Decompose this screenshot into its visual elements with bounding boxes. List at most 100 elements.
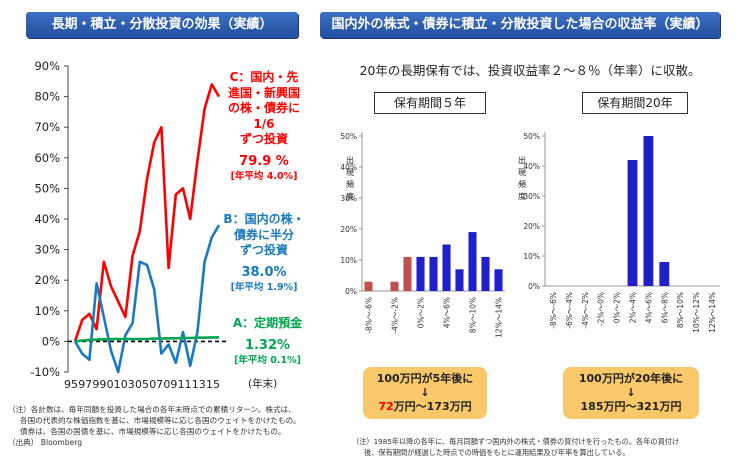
y-tick-label: 10% — [34, 304, 60, 318]
x-tick-label: 0%〜2% — [613, 292, 622, 323]
result-box-5y-low: 72 — [378, 400, 394, 413]
y-tick-label: 70% — [34, 120, 60, 134]
annotation-c: C：国内・先 進国・新興国 の株・債券に 1/6 ずつ投資 79.9 % [年平… — [214, 70, 314, 185]
x-tick-label: 03 — [121, 378, 135, 391]
y-tick-label: 20% — [34, 273, 60, 287]
y-tick-label: 80% — [34, 90, 60, 104]
histogram-bar — [390, 281, 399, 291]
x-tick-label: -4%〜-2% — [391, 297, 400, 334]
y-tick-label: 0% — [528, 282, 540, 291]
annotation-b-line3: ずつ投資 — [239, 243, 288, 257]
x-tick-label: 8%〜10% — [676, 292, 685, 328]
result-box-5y-range: 72万円～173万円 — [363, 400, 487, 414]
annotation-c-line2: 進国・新興国 — [227, 85, 300, 100]
histogram-bar — [416, 256, 425, 291]
notes-right: （注）1985年以降の各年に、毎月同額ずつ国内外の株式・債券の買付けを行ったもの… — [352, 436, 742, 458]
x-tick-label: 4%〜6% — [644, 292, 653, 323]
series-line-red — [73, 83, 221, 342]
right-subtitle: 20年の長期保有では、投資収益率２～８％（年率）に収散。 — [359, 63, 701, 78]
histogram-bar — [627, 160, 638, 286]
note-right-2: 後、保有期間が経過した時点での時価をもとに運用結果及び年率を算出している。 — [364, 448, 630, 457]
histogram-bar — [364, 281, 373, 291]
y-tick-label: 30% — [340, 194, 357, 203]
result-box-20y-range: 185万円～321万円 — [580, 400, 682, 413]
hist5-ylabel: 出現頻度 — [346, 156, 354, 201]
x-tick-label: 12%〜14% — [708, 292, 717, 333]
annotation-a-line1: A：定期預金 — [232, 316, 303, 330]
x-tick-label: 09 — [163, 378, 177, 391]
x-tick-label: 10%〜12% — [692, 292, 701, 333]
x-tick-label: 97 — [78, 378, 92, 391]
hist5-x-ticks: -8%〜-6% -4%〜-2% 0%〜2% 4%〜6% 8%〜10% 12%〜14% — [365, 297, 504, 338]
hist20-x-ticks: -8%〜-6% -6%〜-4% -4%〜-2% -2%〜0% 0%〜2% 2%〜4% 4%〜… — [549, 292, 717, 333]
note-left-1: （注）各計数は、毎年同額を投資した場合の各年末時点での累積リターン。株式は、 — [8, 405, 296, 414]
histogram-bar — [429, 256, 438, 291]
histogram-bar — [403, 256, 412, 291]
annotation-b: B：国内の株・ 債券に半分 ずつ投資 38.0% [年平均 1.9%] — [214, 212, 314, 296]
x-unit-label: (年末) — [248, 378, 278, 390]
x-tick-label: 15 — [206, 378, 220, 391]
histogram-bar — [468, 232, 477, 291]
y-tick-label: 90% — [34, 59, 60, 73]
y-tick-label: 10% — [340, 256, 357, 265]
annotation-c-line5: ずつ投資 — [239, 132, 288, 146]
y-tick-label: 40% — [523, 162, 540, 171]
annotation-a-pct: 1.32% — [244, 337, 291, 353]
y-tick-label: 30% — [34, 243, 60, 257]
y-tick-label: 30% — [523, 192, 540, 201]
annotation-c-line4: 1/6 — [253, 116, 275, 131]
line-chart-series — [73, 83, 221, 374]
x-tick-label: 99 — [92, 378, 106, 391]
x-tick-label: 05 — [135, 378, 149, 391]
hist5-chart: 0% 10% 20% 30% 40% 50% -8%〜-6% -4%〜-2% 0%〜2% 4%〜… — [340, 132, 505, 338]
annotation-a: A：定期預金 1.32% [年平均 0.1%] — [220, 316, 315, 369]
result-box-5y-arrow: ↓ — [420, 386, 430, 399]
x-tick-label: -6%〜-4% — [565, 292, 574, 329]
histogram-bar — [494, 269, 503, 291]
line-chart-x-ticks: 95 97 99 01 03 05 07 09 11 13 15 — [64, 378, 220, 391]
x-tick-label: 01 — [107, 378, 121, 391]
x-tick-label: 2%〜4% — [629, 292, 638, 323]
hist20-ylabel: 出現頻度 — [518, 156, 526, 201]
hist5-y-ticks: 0% 10% 20% 30% 40% 50% — [340, 132, 362, 296]
x-tick-label: 95 — [64, 378, 78, 391]
y-tick-label: 40% — [340, 163, 357, 172]
notes-left: （注）各計数は、毎年同額を投資した場合の各年末時点での累積リターン。株式は、 各… — [8, 404, 353, 448]
y-tick-label: -10% — [30, 365, 60, 379]
hist20-bars — [627, 136, 670, 286]
annotation-b-annual: [年平均 1.9%] — [230, 282, 298, 293]
hist20-title: 保有期間20年 — [582, 92, 688, 114]
y-tick-label: 50% — [340, 132, 357, 141]
annotation-b-line1: B：国内の株・ — [223, 212, 305, 226]
y-tick-label: 10% — [523, 252, 540, 261]
histogram-bar — [455, 269, 464, 291]
annotation-c-pct: 79.9 % — [239, 153, 289, 169]
x-tick-label: 07 — [149, 378, 163, 391]
result-box-5y-line1: 100万円が5年後に — [376, 372, 474, 385]
x-tick-label: -4%〜-2% — [581, 292, 590, 329]
annotation-b-line2: 債券に半分 — [233, 227, 294, 242]
hist5-bars — [364, 232, 503, 291]
result-box-5y-rest: 万円～173万円 — [393, 400, 472, 413]
x-tick-label: 6%〜8% — [660, 292, 669, 323]
line-chart-y-ticks: -10% 0% 10% 20% 30% 40% 50% 60% 70% 80% 90% — [30, 59, 68, 379]
hist20-chart: 0% 10% 20% 30% 40% 50% -8%〜-6% -6%〜-4% -4%〜-2% -… — [523, 132, 720, 333]
y-tick-label: 60% — [34, 151, 60, 165]
x-tick-label: 8%〜10% — [469, 297, 478, 333]
x-tick-label: -8%〜-6% — [365, 297, 374, 334]
x-tick-label: 4%〜6% — [443, 297, 452, 328]
y-tick-label: 20% — [340, 225, 357, 234]
note-left-3: 債券は、各国の国債を基に、市場規模等に応じ各国のウェイトをかけたもの。 — [20, 427, 286, 436]
y-tick-label: 20% — [523, 222, 540, 231]
y-tick-label: 50% — [523, 132, 540, 141]
line-chart: -10% 0% 10% 20% 30% 40% 50% 60% 70% 80% 90% 95 97 99… — [30, 59, 226, 391]
y-tick-label: 0% — [42, 334, 60, 348]
result-box-20y-line1: 100万円が20年後に — [578, 372, 684, 385]
result-box-20y-arrow: ↓ — [626, 386, 636, 399]
annotation-b-pct: 38.0% — [241, 264, 287, 280]
series-line-blue — [73, 224, 221, 374]
y-tick-label: 0% — [345, 287, 357, 296]
result-box-5y: 100万円が5年後に ↓ 72万円～173万円 — [363, 367, 487, 419]
annotation-a-annual: [年平均 0.1%] — [234, 355, 301, 366]
x-tick-label: 12%〜14% — [495, 297, 504, 338]
